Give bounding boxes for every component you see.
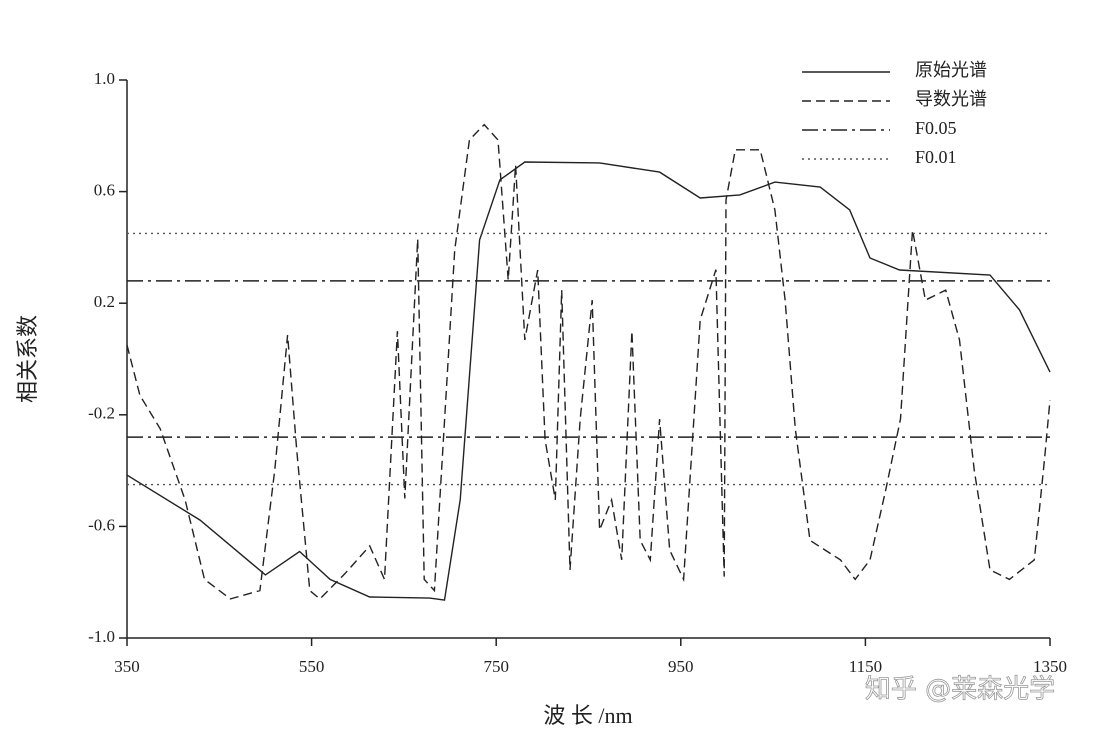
legend-label: F0.05 (915, 118, 957, 138)
y-tick-label: -0.6 (88, 515, 115, 534)
y-axis-label: 相关系数 (15, 315, 40, 403)
watermark: 知乎 @莱森光学 (865, 675, 1055, 705)
x-tick-label: 1350 (1033, 657, 1067, 676)
legend-label: 导数光谱 (915, 89, 987, 109)
y-tick-label: -1.0 (88, 627, 115, 646)
legend-label: 原始光谱 (915, 60, 987, 80)
y-tick-label: 0.2 (94, 292, 115, 311)
x-tick-label: 350 (114, 657, 140, 676)
x-tick-label: 1150 (849, 657, 882, 676)
x-tick-label: 750 (483, 657, 509, 676)
series-line (126, 123, 1051, 600)
y-tick-label: 0.6 (94, 181, 115, 200)
x-tick-label: 550 (299, 657, 325, 676)
y-tick-label: 1.0 (94, 69, 115, 88)
legend-label: F0.01 (915, 147, 957, 167)
x-axis-label: 波 长 /nm (543, 703, 632, 728)
series-line (126, 161, 1051, 601)
y-tick-label: -0.2 (88, 404, 115, 423)
x-tick-label: 950 (668, 657, 694, 676)
